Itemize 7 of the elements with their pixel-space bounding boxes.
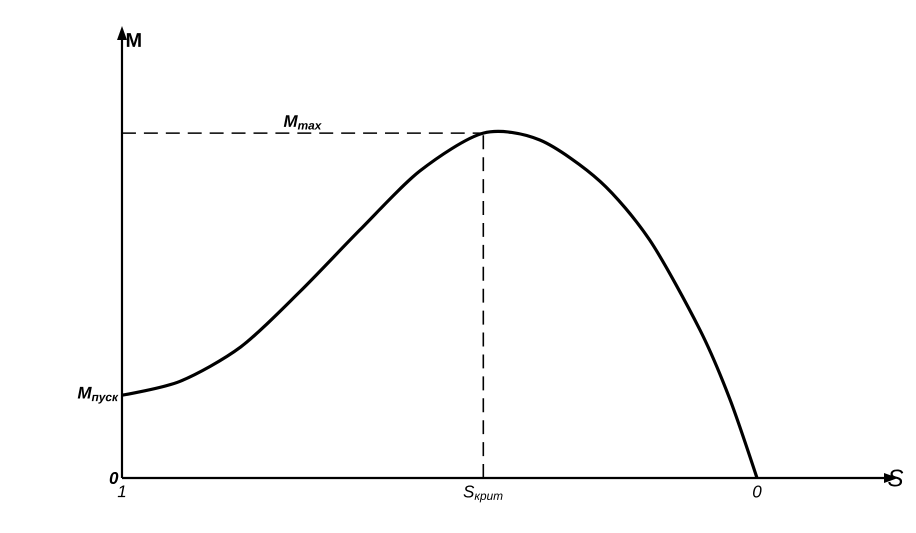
x-tick-label: 0	[753, 486, 762, 498]
y-axis-title: M	[126, 33, 141, 47]
x-tick-label: 1	[118, 486, 126, 498]
ref-line-label: M$_{max}$	[284, 115, 322, 130]
text: 0	[110, 472, 118, 484]
x-tick-label: S$_{крит}$	[464, 486, 502, 502]
annotation: M$_{пуск}$	[78, 386, 118, 404]
